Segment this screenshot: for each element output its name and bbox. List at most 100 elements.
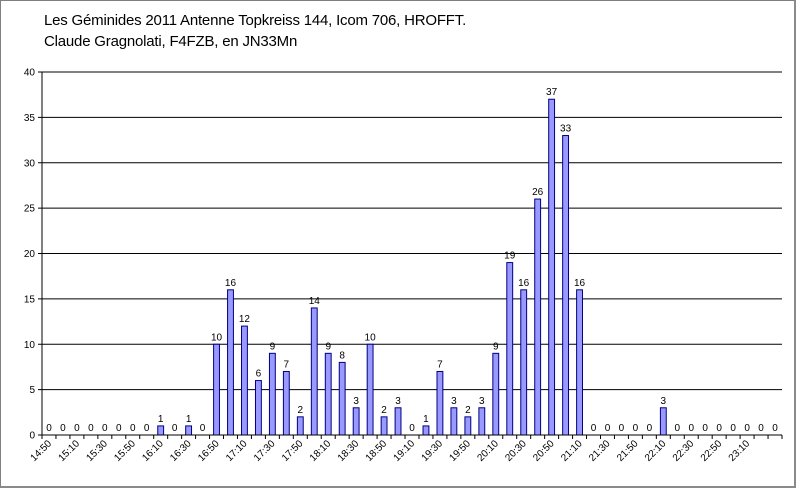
data-label: 2 xyxy=(298,405,304,416)
x-tick-label: 18:50 xyxy=(364,438,390,464)
chart-subtitle: Claude Gragnolati, F4FZB, en JN33Mn xyxy=(44,33,298,50)
data-label: 19 xyxy=(504,251,516,262)
x-tick-label: 14:50 xyxy=(29,438,55,464)
data-label: 0 xyxy=(702,423,708,434)
bar xyxy=(157,425,165,436)
bar xyxy=(548,98,556,436)
bar xyxy=(380,416,388,436)
x-tick-label: 18:30 xyxy=(336,438,362,464)
bar xyxy=(436,370,444,436)
data-label: 7 xyxy=(284,359,290,370)
bar xyxy=(422,425,430,436)
bar xyxy=(185,425,193,436)
x-tick-label: 19:10 xyxy=(392,438,418,464)
x-tick-label: 16:30 xyxy=(168,438,194,464)
bar xyxy=(268,352,276,436)
data-label: 10 xyxy=(365,332,377,343)
data-label: 8 xyxy=(339,350,345,361)
data-label: 37 xyxy=(546,87,558,98)
data-label: 0 xyxy=(88,423,94,434)
data-label: 2 xyxy=(465,405,471,416)
data-label: 1 xyxy=(158,414,164,425)
data-label: 0 xyxy=(633,423,639,434)
data-label: 0 xyxy=(619,423,625,434)
y-tick-label: 25 xyxy=(24,204,36,215)
data-label: 3 xyxy=(353,396,359,407)
data-label: 0 xyxy=(730,423,736,434)
bar xyxy=(520,289,528,436)
y-tick-label: 15 xyxy=(24,294,36,305)
data-label: 3 xyxy=(395,396,401,407)
bar xyxy=(213,343,220,436)
y-tick-label: 30 xyxy=(24,158,36,169)
x-tick-label: 19:50 xyxy=(447,438,473,464)
x-tick-label: 21:30 xyxy=(587,438,613,464)
bar xyxy=(450,407,458,436)
data-label: 9 xyxy=(493,341,499,352)
data-label: 0 xyxy=(200,423,206,434)
bars xyxy=(157,98,667,436)
y-tick-label: 20 xyxy=(24,249,36,260)
data-label: 16 xyxy=(518,278,530,289)
data-label: 0 xyxy=(130,423,136,434)
data-label: 0 xyxy=(647,423,653,434)
data-label: 0 xyxy=(60,423,66,434)
x-tick-label: 21:50 xyxy=(615,438,641,464)
x-tick-label: 17:50 xyxy=(280,438,306,464)
bar xyxy=(296,416,304,436)
x-tick-label: 18:10 xyxy=(308,438,334,464)
data-label: 0 xyxy=(144,423,150,434)
data-label: 0 xyxy=(688,423,694,434)
data-labels: 0 0 0 0 0 0 0 010101016126972149831023017323919… xyxy=(46,87,778,434)
data-label: 0 xyxy=(409,423,415,434)
data-label: 0 xyxy=(716,423,722,434)
data-label: 10 xyxy=(211,332,223,343)
bar xyxy=(324,352,332,436)
data-label: 16 xyxy=(225,278,237,289)
gridlines xyxy=(42,71,782,391)
bar xyxy=(394,407,402,436)
bar xyxy=(338,361,346,436)
data-label: 0 xyxy=(591,423,597,434)
chart-title: Les Géminides 2011 Antenne Topkreiss 144… xyxy=(44,12,467,29)
x-tick-label: 17:10 xyxy=(224,438,250,464)
data-label: 3 xyxy=(479,396,485,407)
y-tick-label: 35 xyxy=(24,113,36,124)
bar xyxy=(534,198,542,436)
data-label: 14 xyxy=(309,296,321,307)
data-label: 0 xyxy=(102,423,108,434)
bar xyxy=(659,407,667,436)
x-tick-label: 16:10 xyxy=(140,438,166,464)
x-tick-label: 20:50 xyxy=(531,438,557,464)
bar xyxy=(464,416,472,436)
data-label: 9 xyxy=(325,341,331,352)
data-label: 0 xyxy=(605,423,611,434)
x-tick-label: 20:10 xyxy=(475,438,501,464)
x-tick-label: 15:30 xyxy=(84,438,110,464)
y-tick-label: 10 xyxy=(24,340,36,351)
data-label: 0 xyxy=(46,423,52,434)
data-label: 7 xyxy=(437,359,443,370)
x-tick-label: 21:10 xyxy=(559,438,585,464)
y-tick-label: 5 xyxy=(29,385,35,396)
x-tick-label: 15:10 xyxy=(57,438,83,464)
bar xyxy=(310,307,318,436)
x-tick-label: 15:50 xyxy=(112,438,138,464)
bar xyxy=(492,352,500,436)
bar xyxy=(352,407,360,436)
data-label: 3 xyxy=(661,396,667,407)
data-label: 26 xyxy=(532,187,544,198)
y-tick-label: 0 xyxy=(29,431,35,442)
x-tick-label: 22:10 xyxy=(643,438,669,464)
data-label: 0 xyxy=(744,423,750,434)
data-label: 16 xyxy=(574,278,586,289)
x-tick-label: 17:30 xyxy=(252,438,278,464)
x-axis-ticks: 14:50 15:10 15:30 15:50 16:10 16:30 16:50 17:10… xyxy=(29,435,783,464)
data-label: 1 xyxy=(423,414,429,425)
bar xyxy=(282,370,290,436)
bar xyxy=(227,289,234,436)
data-label: 2 xyxy=(381,405,387,416)
data-label: 3 xyxy=(451,396,457,407)
